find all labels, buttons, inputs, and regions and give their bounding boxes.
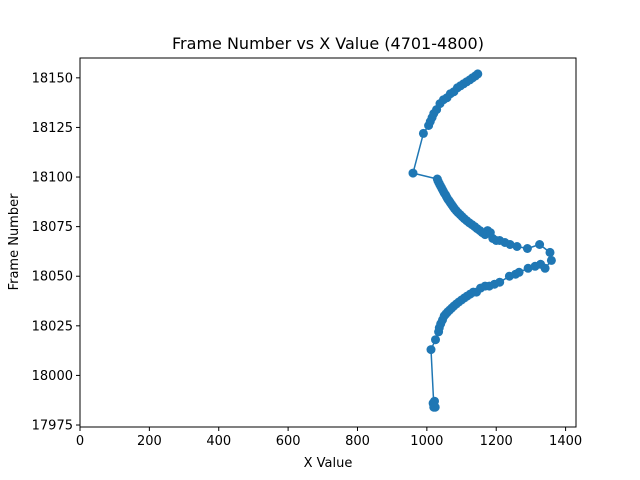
x-tick-label: 800: [345, 434, 370, 449]
y-tick-label: 18150: [32, 71, 73, 86]
x-tick-label: 600: [276, 434, 301, 449]
chart-title: Frame Number vs X Value (4701-4800): [172, 34, 484, 53]
y-tick-label: 18000: [32, 369, 73, 384]
x-tick-label: 400: [206, 434, 231, 449]
data-point: [426, 345, 436, 355]
data-point: [540, 263, 550, 273]
data-point: [535, 240, 545, 249]
data-point: [514, 267, 524, 277]
x-tick-label: 200: [137, 434, 162, 449]
tick-layer: 0 200 400 600 800 1000 1200 1400 17975 18000 18025…: [32, 71, 583, 449]
x-tick-label: 0: [76, 434, 84, 449]
y-tick-label: 18025: [32, 319, 73, 334]
y-tick-label: 18050: [32, 270, 73, 285]
x-tick-label: 1400: [549, 434, 582, 449]
data-point: [418, 128, 428, 138]
y-axis-label: Frame Number: [7, 193, 22, 291]
y-tick-label: 18125: [32, 121, 73, 136]
data-point: [522, 244, 532, 253]
data-point: [432, 174, 442, 184]
y-tick-label: 17975: [32, 419, 73, 434]
x-axis-label: X Value: [304, 456, 353, 471]
data-point: [408, 168, 418, 178]
data-point: [429, 400, 439, 410]
y-tick-label: 18100: [32, 171, 73, 186]
data-point: [431, 335, 440, 345]
data-point: [512, 242, 522, 251]
plot-layer: [408, 69, 556, 412]
data-point: [473, 69, 483, 79]
data-point: [495, 277, 505, 287]
x-tick-label: 1000: [410, 434, 443, 449]
plot-frame: [79, 57, 577, 428]
data-point: [523, 263, 533, 273]
x-tick-label: 1200: [480, 434, 513, 449]
y-tick-label: 18075: [32, 220, 73, 235]
data-point: [545, 247, 555, 257]
data-point: [546, 255, 556, 265]
